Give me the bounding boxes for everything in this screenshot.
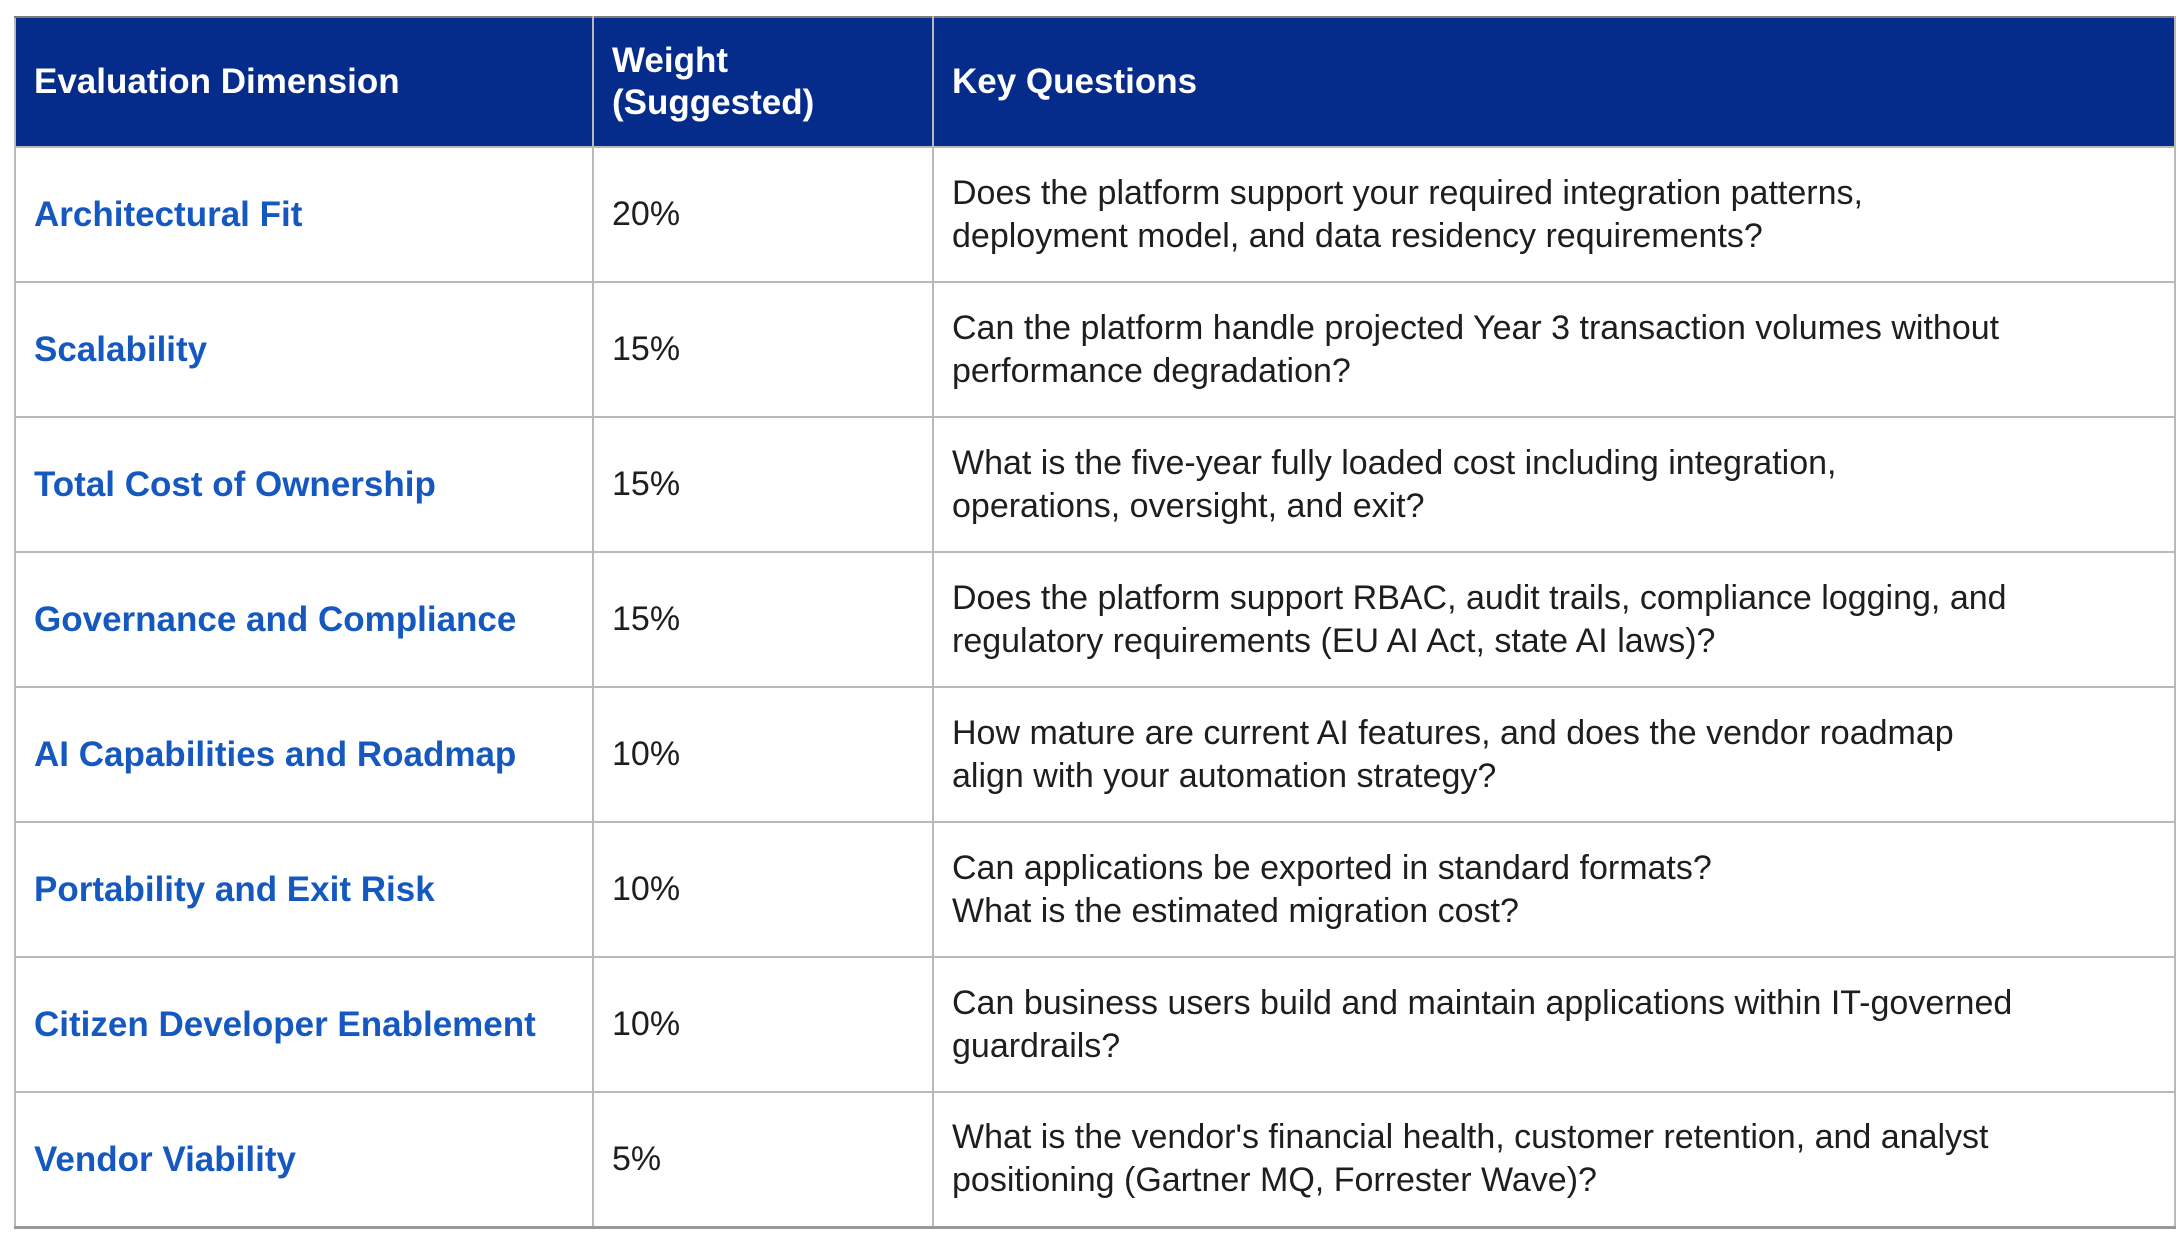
question-cell: Can the platform handle projected Year 3…	[932, 281, 2176, 418]
dimension-cell: Architectural Fit	[14, 146, 594, 283]
dimension-cell: Total Cost of Ownership	[14, 416, 594, 553]
table-row: Scalability 15% Can the platform handle …	[14, 281, 2176, 418]
evaluation-table-container: Evaluation Dimension Weight (Suggested) …	[14, 16, 2176, 1229]
dimension-cell: Vendor Viability	[14, 1091, 594, 1229]
table-row: Governance and Compliance 15% Does the p…	[14, 551, 2176, 688]
header-key-questions: Key Questions	[932, 16, 2176, 148]
question-cell: Does the platform support your required …	[932, 146, 2176, 283]
question-cell: How mature are current AI features, and …	[932, 686, 2176, 823]
weight-cell: 10%	[592, 956, 934, 1093]
table-row: Portability and Exit Risk 10% Can applic…	[14, 821, 2176, 958]
dimension-cell: Governance and Compliance	[14, 551, 594, 688]
weight-cell: 15%	[592, 551, 934, 688]
question-cell: Can applications be exported in standard…	[932, 821, 2176, 958]
evaluation-table: Evaluation Dimension Weight (Suggested) …	[14, 16, 2176, 1229]
dimension-cell: Scalability	[14, 281, 594, 418]
weight-cell: 5%	[592, 1091, 934, 1229]
question-cell: What is the five-year fully loaded cost …	[932, 416, 2176, 553]
header-evaluation-dimension: Evaluation Dimension	[14, 16, 594, 148]
weight-cell: 20%	[592, 146, 934, 283]
question-cell: What is the vendor's financial health, c…	[932, 1091, 2176, 1229]
table-row: Citizen Developer Enablement 10% Can bus…	[14, 956, 2176, 1093]
weight-cell: 15%	[592, 416, 934, 553]
dimension-cell: Citizen Developer Enablement	[14, 956, 594, 1093]
header-weight: Weight (Suggested)	[592, 16, 934, 148]
weight-cell: 10%	[592, 686, 934, 823]
header-row: Evaluation Dimension Weight (Suggested) …	[14, 16, 2176, 148]
weight-cell: 15%	[592, 281, 934, 418]
table-row: Vendor Viability 5% What is the vendor's…	[14, 1091, 2176, 1229]
table-row: Architectural Fit 20% Does the platform …	[14, 146, 2176, 283]
table-header: Evaluation Dimension Weight (Suggested) …	[14, 16, 2176, 148]
table-row: AI Capabilities and Roadmap 10% How matu…	[14, 686, 2176, 823]
table-row: Total Cost of Ownership 15% What is the …	[14, 416, 2176, 553]
weight-cell: 10%	[592, 821, 934, 958]
dimension-cell: AI Capabilities and Roadmap	[14, 686, 594, 823]
dimension-cell: Portability and Exit Risk	[14, 821, 594, 958]
table-body: Architectural Fit 20% Does the platform …	[14, 146, 2176, 1229]
question-cell: Can business users build and maintain ap…	[932, 956, 2176, 1093]
question-cell: Does the platform support RBAC, audit tr…	[932, 551, 2176, 688]
